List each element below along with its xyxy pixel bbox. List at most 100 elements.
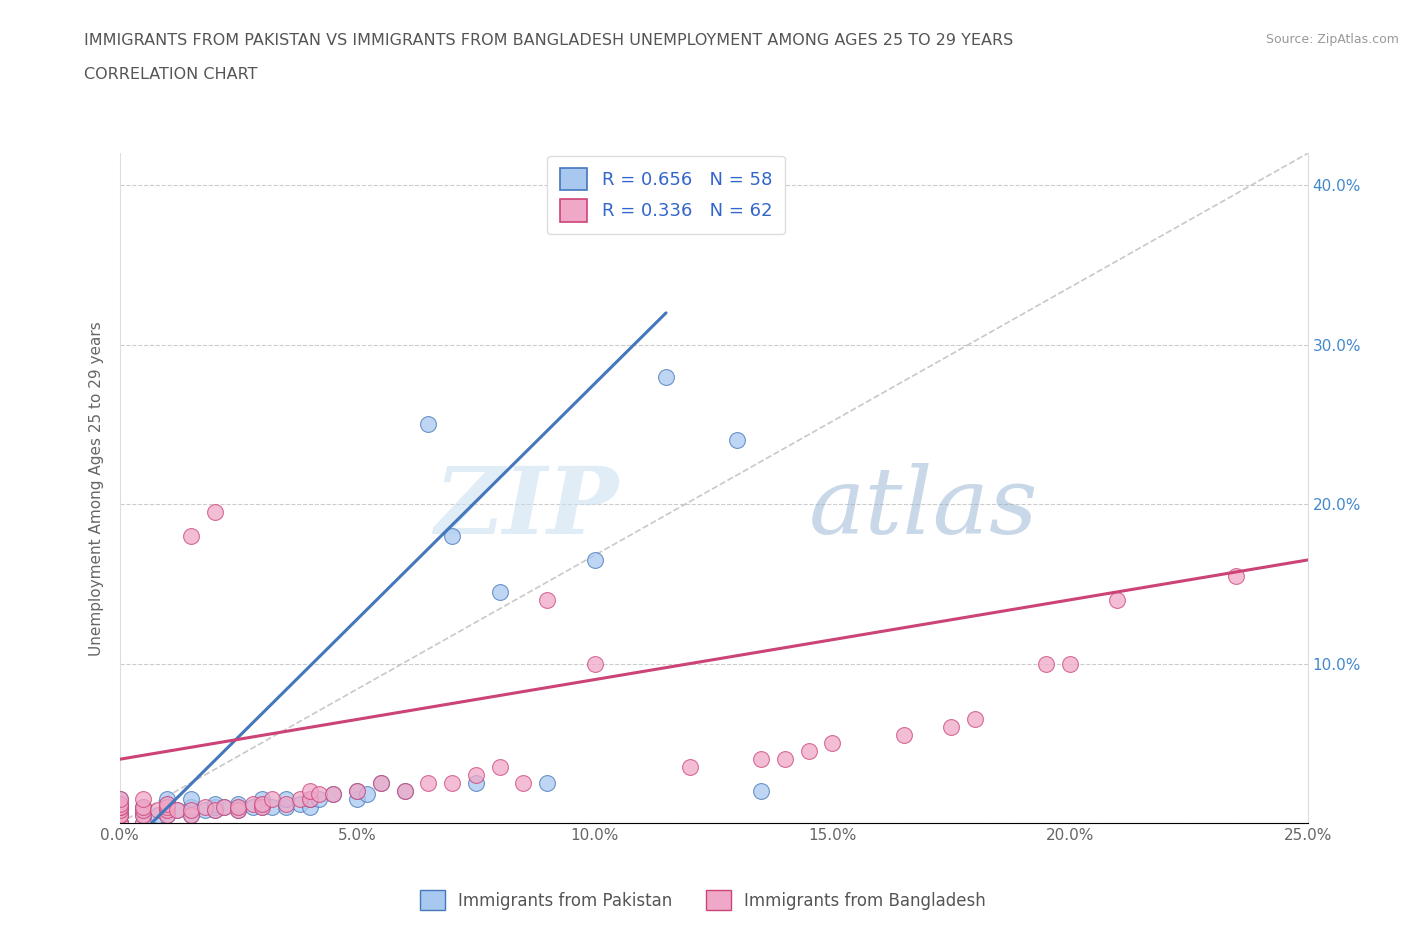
Point	[108, 800, 131, 815]
Point	[156, 803, 179, 817]
Y-axis label: Unemployment Among Ages 25 to 29 years: Unemployment Among Ages 25 to 29 years	[89, 321, 104, 656]
Point	[228, 803, 250, 817]
Point	[250, 800, 273, 815]
Point	[893, 728, 915, 743]
Point	[536, 592, 558, 607]
Point	[132, 800, 155, 815]
Point	[298, 791, 321, 806]
Point	[108, 800, 131, 815]
Point	[132, 816, 155, 830]
Point	[156, 800, 179, 815]
Point	[418, 776, 440, 790]
Text: atlas: atlas	[808, 463, 1038, 553]
Point	[204, 803, 226, 817]
Point	[108, 803, 131, 817]
Point	[298, 800, 321, 815]
Point	[194, 800, 217, 815]
Point	[146, 803, 169, 817]
Point	[441, 776, 464, 790]
Point	[156, 796, 179, 811]
Point	[512, 776, 534, 790]
Point	[394, 784, 416, 799]
Point	[108, 807, 131, 822]
Point	[488, 760, 510, 775]
Point	[242, 800, 264, 815]
Point	[146, 807, 169, 822]
Point	[1225, 568, 1247, 583]
Point	[394, 784, 416, 799]
Point	[821, 736, 844, 751]
Point	[212, 800, 235, 815]
Point	[346, 791, 368, 806]
Point	[132, 803, 155, 817]
Point	[322, 787, 344, 802]
Point	[288, 796, 311, 811]
Point	[963, 712, 986, 727]
Point	[749, 784, 772, 799]
Point	[180, 791, 202, 806]
Point	[132, 800, 155, 815]
Point	[108, 796, 131, 811]
Point	[132, 803, 155, 817]
Point	[156, 807, 179, 822]
Point	[250, 796, 273, 811]
Point	[108, 807, 131, 822]
Point	[108, 816, 131, 830]
Point	[156, 796, 179, 811]
Point	[1035, 657, 1057, 671]
Point	[156, 807, 179, 822]
Text: CORRELATION CHART: CORRELATION CHART	[84, 67, 257, 82]
Point	[204, 800, 226, 815]
Point	[298, 784, 321, 799]
Point	[308, 787, 330, 802]
Point	[108, 807, 131, 822]
Point	[228, 803, 250, 817]
Point	[132, 816, 155, 830]
Point	[108, 791, 131, 806]
Point	[773, 751, 796, 766]
Point	[939, 720, 962, 735]
Point	[156, 791, 179, 806]
Point	[108, 791, 131, 806]
Point	[260, 791, 283, 806]
Text: Source: ZipAtlas.com: Source: ZipAtlas.com	[1265, 33, 1399, 46]
Point	[180, 803, 202, 817]
Point	[132, 791, 155, 806]
Point	[260, 800, 283, 815]
Point	[274, 791, 297, 806]
Point	[108, 800, 131, 815]
Point	[194, 803, 217, 817]
Point	[180, 807, 202, 822]
Point	[108, 816, 131, 830]
Point	[228, 800, 250, 815]
Point	[274, 800, 297, 815]
Point	[346, 784, 368, 799]
Point	[108, 816, 131, 830]
Point	[156, 803, 179, 817]
Point	[250, 791, 273, 806]
Point	[370, 776, 392, 790]
Point	[166, 803, 188, 817]
Text: IMMIGRANTS FROM PAKISTAN VS IMMIGRANTS FROM BANGLADESH UNEMPLOYMENT AMONG AGES 2: IMMIGRANTS FROM PAKISTAN VS IMMIGRANTS F…	[84, 33, 1014, 47]
Point	[212, 800, 235, 815]
Point	[288, 791, 311, 806]
Legend: Immigrants from Pakistan, Immigrants from Bangladesh: Immigrants from Pakistan, Immigrants fro…	[413, 884, 993, 917]
Point	[418, 417, 440, 432]
Point	[242, 796, 264, 811]
Point	[108, 803, 131, 817]
Point	[583, 657, 606, 671]
Point	[204, 796, 226, 811]
Point	[250, 796, 273, 811]
Point	[464, 776, 488, 790]
Point	[536, 776, 558, 790]
Point	[132, 807, 155, 822]
Point	[108, 816, 131, 830]
Point	[1059, 657, 1081, 671]
Legend: R = 0.656   N = 58, R = 0.336   N = 62: R = 0.656 N = 58, R = 0.336 N = 62	[547, 156, 785, 234]
Point	[322, 787, 344, 802]
Point	[180, 807, 202, 822]
Point	[1107, 592, 1129, 607]
Text: ZIP: ZIP	[434, 463, 619, 553]
Point	[356, 787, 378, 802]
Point	[250, 800, 273, 815]
